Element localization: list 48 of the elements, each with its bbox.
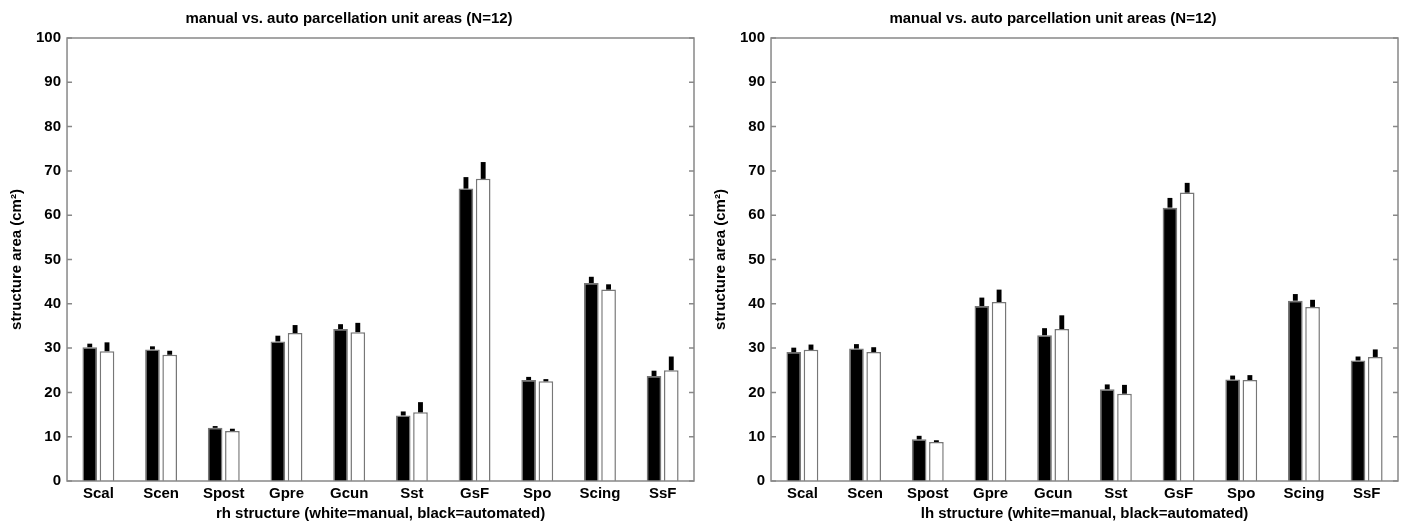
y-tick-label: 20 (44, 382, 62, 400)
x-tick-label: Spost (202, 484, 245, 502)
x-tick-label: Sst (1104, 484, 1128, 502)
y-tick-label: 80 (748, 116, 766, 134)
y-tick-label: 10 (748, 426, 766, 444)
y-tick-label: 40 (44, 293, 62, 311)
x-axis-title: lh structure (white=manual, black=automated) (920, 504, 1249, 522)
y-tick-label: 50 (44, 249, 62, 267)
y-tick-label: 30 (44, 338, 62, 356)
x-tick-label: SsF (648, 484, 677, 502)
x-tick-label: Gpre (972, 484, 1008, 502)
x-tick-label: Scing (579, 484, 621, 502)
x-tick-label: GsF (1163, 484, 1194, 502)
x-tick-label: Scal (786, 484, 818, 502)
y-tick-label: 70 (44, 161, 62, 179)
y-tick-label: 60 (748, 205, 766, 223)
x-tick-label: Sst (400, 484, 424, 502)
y-tick-label: 100 (740, 28, 766, 46)
chart-title: manual vs. auto parcellation unit areas (N=12) (889, 9, 1217, 27)
y-axis-title: structure area (cm²) (7, 189, 25, 330)
x-tick-label: Gpre (268, 484, 304, 502)
y-tick-label: 40 (748, 293, 766, 311)
y-tick-label: 50 (748, 249, 766, 267)
y-tick-label: 0 (52, 471, 62, 489)
x-tick-label: Spo (1227, 484, 1256, 502)
chart-title: manual vs. auto parcellation unit areas (N=12) (185, 9, 513, 27)
y-tick-label: 90 (44, 72, 62, 90)
y-axis-title: structure area (cm²) (711, 189, 729, 330)
y-tick-label: 90 (748, 72, 766, 90)
x-tick-label: Spo (523, 484, 552, 502)
y-tick-label: 30 (748, 338, 766, 356)
y-tick-label: 20 (748, 382, 766, 400)
y-tick-label: 80 (44, 116, 62, 134)
x-tick-label: Spost (906, 484, 949, 502)
x-axis-title: rh structure (white=manual, black=automated) (215, 504, 546, 522)
x-tick-label: Scen (143, 484, 179, 502)
x-tick-label: GsF (459, 484, 490, 502)
y-tick-label: 10 (44, 426, 62, 444)
y-tick-label: 70 (748, 161, 766, 179)
y-tick-label: 100 (36, 28, 62, 46)
y-tick-label: 0 (756, 471, 766, 489)
x-tick-label: Scal (82, 484, 114, 502)
x-tick-label: SsF (1352, 484, 1381, 502)
x-tick-label: Gcun (329, 484, 369, 502)
y-tick-label: 60 (44, 205, 62, 223)
x-tick-label: Scen (847, 484, 883, 502)
x-tick-label: Scing (1283, 484, 1325, 502)
x-tick-label: Gcun (1033, 484, 1073, 502)
